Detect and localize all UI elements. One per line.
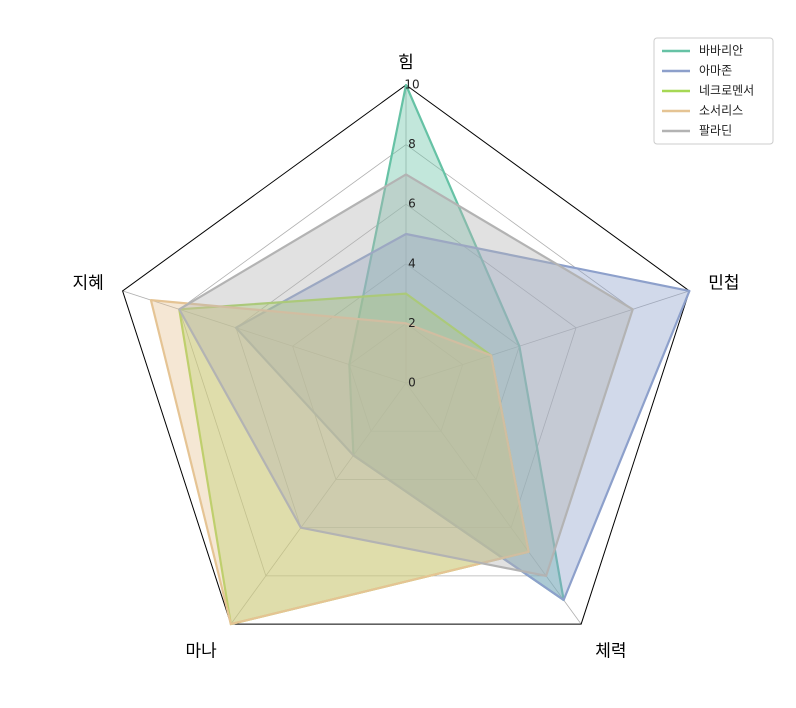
radar-series xyxy=(149,83,691,626)
series-area-4 xyxy=(179,174,633,576)
radar-frame xyxy=(121,84,691,625)
axis-label-3: 마나 xyxy=(185,642,217,662)
series-area-1 xyxy=(235,234,690,600)
series-area-2 xyxy=(179,293,529,625)
tick-label-2: 4 xyxy=(408,256,416,270)
tick-label-4: 8 xyxy=(408,137,416,151)
series-area-3 xyxy=(150,300,529,625)
tick-label-0: 0 xyxy=(408,376,416,390)
grid-spoke xyxy=(405,382,582,625)
grid-spoke xyxy=(405,290,690,384)
legend-label-0: 바바리안 xyxy=(699,44,743,58)
series-line-3 xyxy=(149,299,530,626)
legend-box xyxy=(653,37,774,145)
legend-label-4: 팔라딘 xyxy=(699,124,732,138)
grid-ring xyxy=(235,203,577,529)
grid-ring xyxy=(348,322,464,432)
tick-label-1: 2 xyxy=(408,316,416,330)
series-line-4 xyxy=(178,173,634,577)
grid-spoke xyxy=(122,290,407,384)
axis-label-0: 힘 xyxy=(398,53,414,73)
radial-tick-labels: 0 2 4 6 8 10 xyxy=(404,78,419,390)
tick-label-3: 6 xyxy=(408,197,416,211)
axis-label-1: 민첩 xyxy=(708,273,739,293)
grid-ring xyxy=(292,263,520,480)
axis-label-4: 지혜 xyxy=(72,273,103,293)
axis-label-2: 체력 xyxy=(595,642,626,662)
legend-label-1: 아마존 xyxy=(699,64,732,78)
legend-label-3: 소서리스 xyxy=(699,104,743,118)
legend-label-2: 네크로멘서 xyxy=(699,84,754,98)
tick-label-5: 10 xyxy=(404,78,419,92)
grid-spoke xyxy=(230,382,407,625)
series-line-1 xyxy=(234,232,691,602)
grid-ring xyxy=(178,144,634,577)
